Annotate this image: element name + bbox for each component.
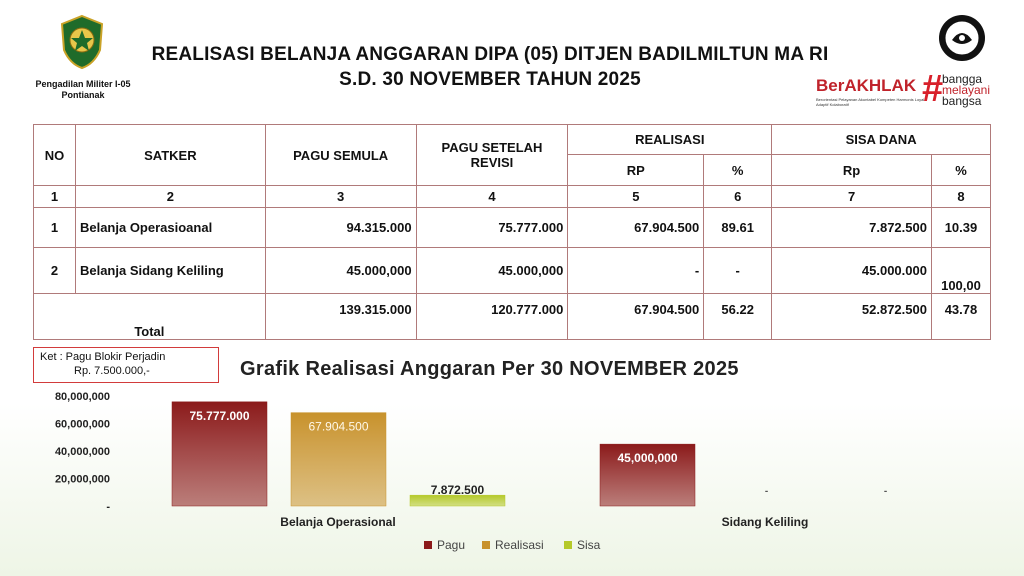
bar-pagu-0: [171, 401, 268, 507]
total-pagu-revisi: 120.777.000: [415, 293, 569, 340]
header-realisasi-rp: RP: [567, 154, 705, 186]
legend-label-pagu: Pagu: [437, 538, 465, 552]
y-tick-label: 40,000,000: [55, 446, 110, 458]
hash-icon: #: [922, 68, 944, 110]
bar-sisa-0: [409, 494, 506, 507]
motto-line-1: bangga: [942, 72, 983, 86]
col-number: 5: [567, 185, 705, 208]
cell-satker: Belanja Sidang Keliling: [74, 247, 266, 294]
table-header-row: NO SATKER PAGU SEMULA PAGU SETELAH REVIS…: [33, 124, 991, 186]
cell-realisasi-rp: -: [567, 247, 705, 294]
motto-line-2: melayani: [942, 83, 991, 97]
legend-swatch-pagu: [424, 541, 432, 549]
berakhlak-logo: BerAKHLAK Berorientasi Pelayanan Akuntab…: [814, 68, 1014, 110]
header-no: NO: [33, 124, 76, 186]
data-label-sisa-1: -: [884, 486, 887, 497]
total-sisa-pct: 43.78: [930, 293, 992, 340]
table-total-row: Total 139.315.000 120.777.000 67.904.500…: [33, 293, 992, 340]
y-tick-label: 20,000,000: [55, 474, 110, 486]
col-number: 4: [415, 185, 569, 208]
header-sisa-rp: Rp: [771, 154, 932, 186]
bar-chart: - 20,000,000 40,000,000 60,000,000 80,000,00…: [55, 391, 887, 552]
table-subheader-row: RP % Rp %: [34, 154, 992, 186]
title-line-2: S.D. 30 NOVEMBER TAHUN 2025: [339, 69, 641, 90]
cell-satker: Belanja Operasioanal: [74, 207, 266, 248]
note-line-2: Rp. 7.500.000,-: [74, 365, 150, 377]
column-number-row: 1 2 3 4 5 6 7 8: [33, 185, 992, 208]
header-sisa-pct: %: [930, 154, 992, 186]
header-sisa-dana: SISA DANA: [771, 124, 991, 155]
header-pagu-semula: PAGU SEMULA: [264, 124, 417, 186]
data-label-realisasi-0: 67.904.500: [308, 420, 368, 434]
data-label-pagu-1: 45,000,000: [617, 451, 677, 465]
data-label-pagu-0: 75.777.000: [189, 409, 249, 423]
y-tick-label: 80,000,000: [55, 391, 110, 403]
bar-pagu-1: [599, 443, 696, 507]
cell-sisa-rp: 7.872.500: [771, 207, 932, 248]
table-row: 2 Belanja Sidang Keliling 45.000,000 45.…: [33, 247, 992, 294]
total-realisasi-pct: 56.22: [703, 293, 773, 340]
cell-sisa-pct: 100,00: [930, 247, 992, 294]
legend-label-realisasi: Realisasi: [495, 538, 544, 552]
col-number: 3: [264, 185, 417, 208]
cell-realisasi-pct: -: [703, 247, 773, 294]
note-line-1: Ket : Pagu Blokir Perjadin: [40, 351, 166, 363]
x-category-label: Belanja Operasional: [280, 515, 395, 529]
header-realisasi: REALISASI: [567, 124, 773, 155]
legend-swatch-realisasi: [482, 541, 490, 549]
cell-realisasi-rp: 67.904.500: [567, 207, 705, 248]
cell-pagu-semula: 94.315.000: [264, 207, 417, 248]
col-number: 7: [771, 185, 932, 208]
total-label: Total: [33, 293, 266, 340]
cell-realisasi-pct: 89.61: [703, 207, 773, 248]
cell-pagu-revisi: 45.000,000: [415, 247, 569, 294]
total-realisasi-rp: 67.904.500: [567, 293, 705, 340]
motto-line-3: bangsa: [942, 94, 982, 108]
berakhlak-word: BerAKHLAK: [816, 76, 917, 95]
total-sisa-rp: 52.872.500: [771, 293, 932, 340]
budget-table: NO SATKER PAGU SEMULA PAGU SETELAH REVIS…: [33, 124, 992, 340]
chart-title: Grafik Realisasi Anggaran Per 30 NOVEMBE…: [240, 358, 739, 380]
title-line-1: REALISASI BELANJA ANGGARAN DIPA (05) DIT…: [151, 44, 829, 65]
legend-swatch-sisa: [564, 541, 572, 549]
data-label-realisasi-1: -: [765, 486, 768, 497]
berakhlak-motto: bangga melayani bangsa: [942, 72, 991, 108]
page-title: REALISASI BELANJA ANGGARAN DIPA (05) DIT…: [130, 42, 850, 92]
cell-no: 1: [33, 207, 76, 248]
col-number: 2: [74, 185, 266, 208]
institution-seal-logo: [939, 15, 985, 61]
data-label-sisa-0: 7.872.500: [431, 483, 485, 497]
col-number: 8: [930, 185, 992, 208]
bar-realisasi-0: [290, 412, 387, 507]
table-row: 1 Belanja Operasioanal 94.315.000 75.777…: [33, 207, 992, 248]
x-category-label: Sidang Keliling: [722, 515, 809, 529]
cell-pagu-semula: 45.000,000: [264, 247, 417, 294]
total-pagu-semula: 139.315.000: [264, 293, 417, 340]
header-pagu-revisi: PAGU SETELAH REVISI: [415, 124, 569, 186]
berakhlak-tagline: Berorientasi Pelayanan Akuntabel Kompete…: [816, 97, 925, 107]
note-box: Ket : Pagu Blokir Perjadin Rp. 7.500.000…: [33, 347, 219, 383]
court-name: Pengadilan Militer I-05 Pontianak: [35, 79, 131, 100]
cell-sisa-pct: 10.39: [930, 207, 992, 248]
header-realisasi-pct: %: [703, 154, 773, 186]
cell-pagu-revisi: 75.777.000: [415, 207, 569, 248]
court-emblem-logo: [60, 14, 104, 70]
y-tick-label: -: [106, 501, 110, 513]
col-number: 1: [33, 185, 76, 208]
y-tick-label: 60,000,000: [55, 419, 110, 431]
col-number: 6: [703, 185, 773, 208]
cell-sisa-rp: 45.000.000: [771, 247, 932, 294]
legend-label-sisa: Sisa: [577, 538, 601, 552]
cell-no: 2: [33, 247, 76, 294]
header-satker: SATKER: [74, 124, 266, 186]
